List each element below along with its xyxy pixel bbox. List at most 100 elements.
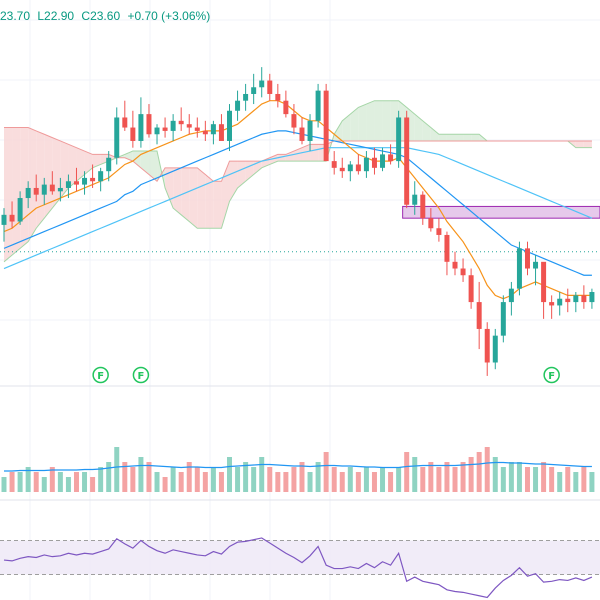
candle-body (452, 261, 458, 269)
volume-bar-32 (259, 457, 265, 492)
candle-32 (259, 67, 265, 98)
candle-body (82, 177, 88, 185)
volume-bar-26 (210, 467, 216, 492)
candle-body (57, 187, 63, 192)
candle-70 (565, 288, 571, 313)
volume-bar-25 (202, 472, 208, 492)
cloud-segment (148, 151, 158, 182)
candle-body (404, 117, 410, 205)
candle-body (371, 157, 377, 168)
candle-30 (243, 83, 249, 111)
volume-bar-11 (90, 477, 96, 492)
candle-61 (492, 328, 498, 370)
cloud-segment (68, 144, 77, 188)
candle-body (524, 248, 530, 269)
volume-bar-64 (516, 462, 522, 492)
cloud-segment (52, 137, 61, 209)
candle-body (388, 154, 394, 162)
volume-bar-31 (251, 467, 257, 492)
cloud-segment (140, 151, 149, 175)
event-marker-label: F (548, 371, 555, 382)
candle-body (468, 275, 474, 303)
candle-body (299, 127, 305, 141)
cloud-segment (293, 147, 302, 162)
candle-29 (235, 90, 241, 121)
cloud-segment (92, 154, 101, 168)
candle-68 (549, 295, 555, 319)
candle-body (347, 164, 353, 172)
cloud-segment (310, 144, 319, 162)
candle-8 (65, 174, 71, 199)
candle-body (98, 171, 104, 182)
candle-59 (476, 281, 482, 350)
volume-bar-42 (339, 472, 345, 492)
volume-bar-50 (404, 452, 410, 492)
volume-bar-19 (154, 472, 160, 492)
candle-24 (194, 117, 200, 138)
candle-body (130, 127, 136, 141)
cloud-segment (374, 100, 383, 141)
candle-body (154, 127, 160, 135)
volume-bar-66 (533, 467, 539, 492)
candle-57 (460, 258, 466, 282)
candle-9 (73, 167, 79, 192)
candle-body (492, 335, 498, 363)
event-marker-circle (132, 366, 150, 384)
candle-body (267, 80, 273, 94)
volume-bar-53 (428, 462, 434, 492)
candle-body (508, 288, 514, 303)
candle-22 (178, 107, 184, 131)
volume-bar-52 (420, 467, 426, 492)
event-marker-0: F (92, 366, 109, 384)
cloud-segment (12, 127, 21, 256)
candle-27 (218, 114, 224, 141)
candle-body (573, 295, 579, 303)
candle-4 (33, 174, 39, 202)
volume-bar-8 (65, 477, 71, 492)
candles[interactable] (1, 67, 595, 376)
volume-bar-65 (524, 467, 530, 492)
candle-2 (17, 191, 23, 225)
cloud-segment (446, 134, 456, 141)
volume-bar-24 (194, 467, 200, 492)
volume-bar-21 (170, 467, 176, 492)
event-marker-label: F (137, 371, 144, 382)
candle-71 (573, 292, 579, 313)
ohlc-close: C23.60 (81, 9, 121, 23)
candle-body (565, 298, 571, 303)
candle-body (243, 93, 249, 101)
candle-52 (420, 191, 426, 225)
volume-bar-41 (331, 467, 337, 492)
volume-ma-line (4, 461, 592, 472)
candle-40 (323, 83, 329, 162)
ma-mid-line (3, 130, 592, 276)
volume-pane (1, 447, 595, 492)
candle-body (202, 130, 208, 135)
candle-body (218, 124, 224, 141)
volume-bar-33 (267, 467, 273, 492)
volume-bar-1 (9, 472, 15, 492)
volume-bar-59 (476, 452, 482, 492)
candle-6 (49, 171, 55, 195)
volume-bar-13 (106, 462, 112, 492)
cloud-segment (76, 147, 85, 182)
volume-bar-45 (363, 467, 369, 492)
candle-43 (347, 161, 353, 182)
event-marker-1: F (132, 366, 150, 384)
volume-bar-18 (146, 462, 152, 492)
candle-body (65, 181, 71, 188)
rsi-pane (0, 537, 600, 599)
volume-bar-22 (178, 472, 184, 492)
ma-slow-line (3, 147, 593, 270)
candle-37 (299, 117, 305, 145)
candle-body (331, 161, 337, 168)
price-zone (402, 205, 600, 219)
volume-bar-5 (41, 477, 47, 492)
volume-bar-68 (549, 467, 555, 492)
volume-bar-71 (573, 472, 579, 492)
candle-body (275, 93, 281, 101)
volume-bar-73 (589, 472, 595, 492)
event-marker-circle (543, 366, 560, 384)
candle-21 (170, 114, 176, 141)
